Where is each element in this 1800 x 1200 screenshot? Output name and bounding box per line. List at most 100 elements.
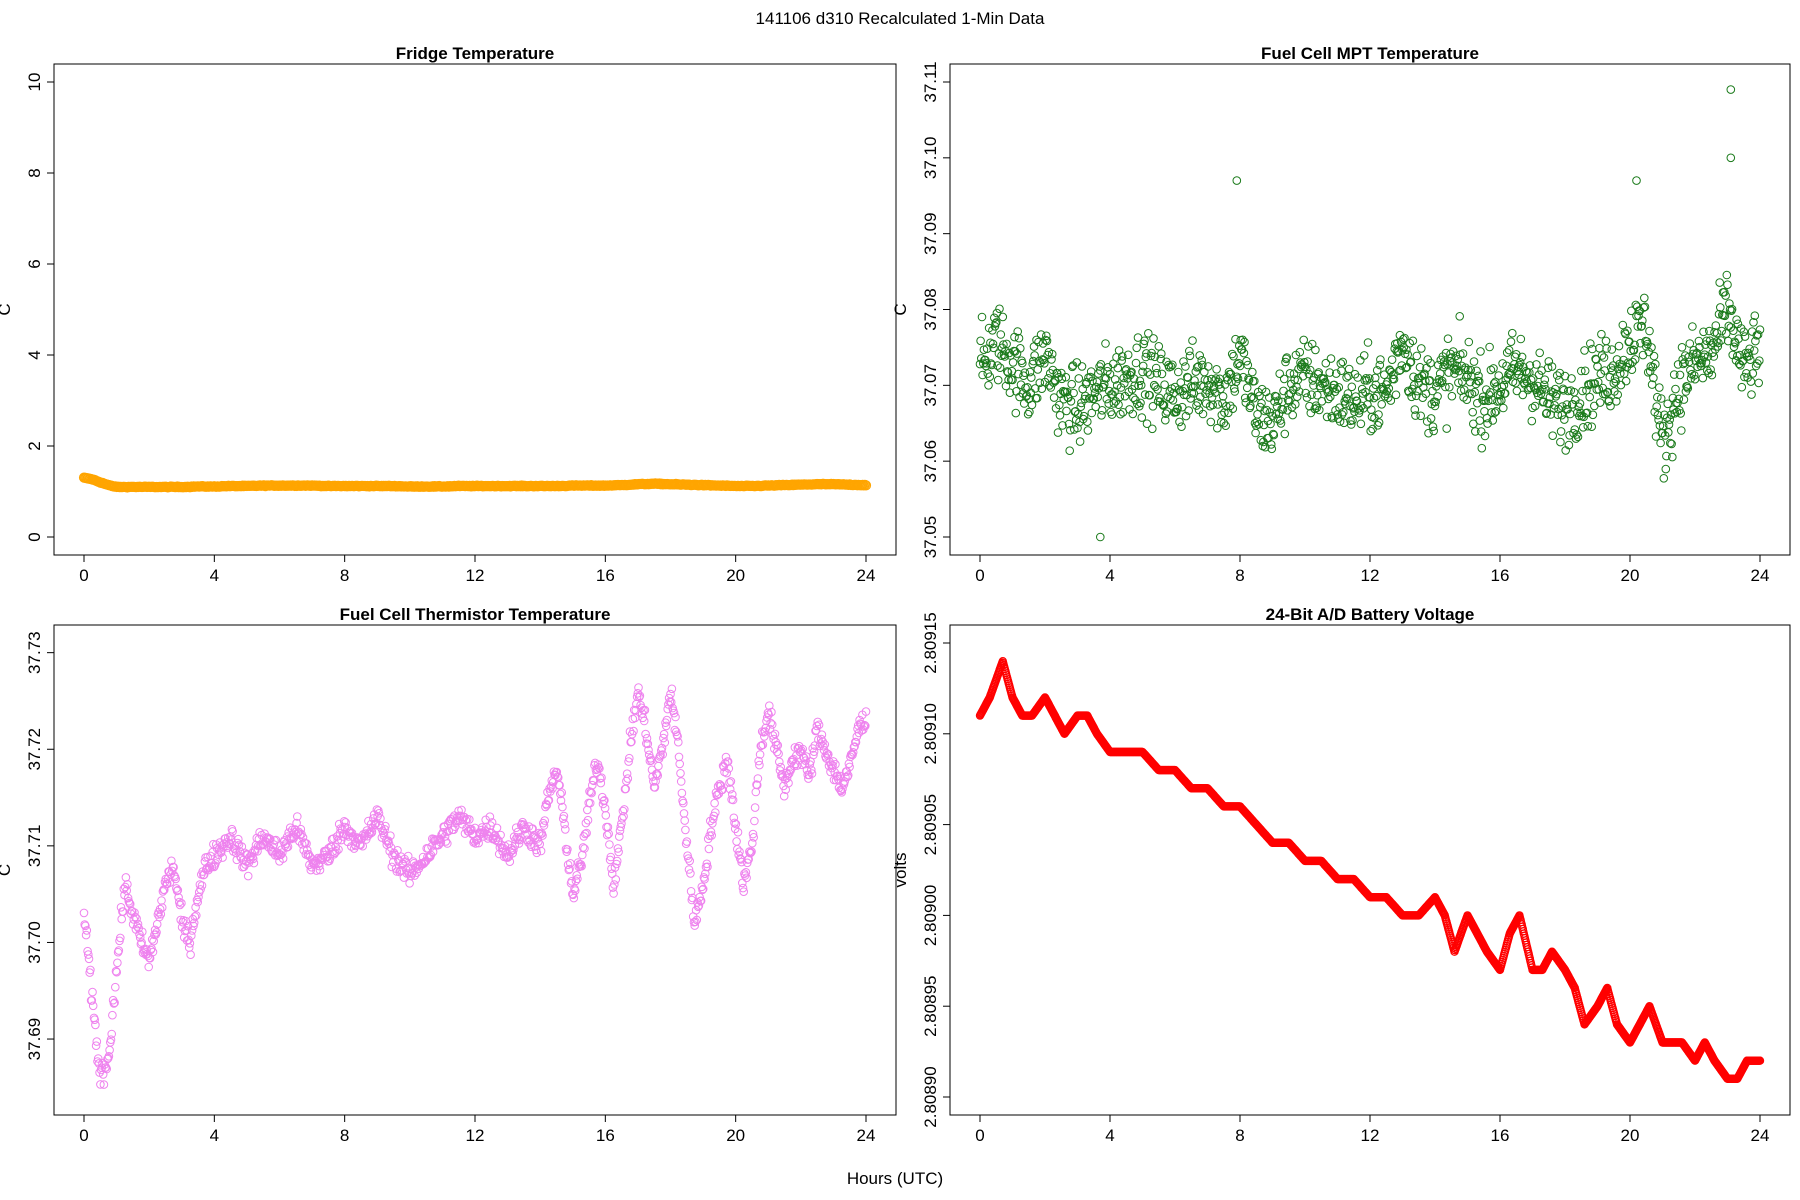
data-point (193, 897, 202, 907)
data-point (1347, 382, 1357, 392)
data-point (366, 819, 376, 829)
data-point (1153, 385, 1162, 394)
data-point (1668, 452, 1677, 462)
data-point (1330, 380, 1339, 390)
x-tick-label: 20 (726, 566, 745, 585)
data-point (128, 907, 137, 916)
data-point (619, 812, 628, 821)
data-point (111, 982, 120, 992)
data-point (1749, 318, 1758, 327)
data-point (1606, 401, 1615, 411)
data-point (996, 330, 1006, 339)
data-point (595, 774, 605, 783)
data-point (1217, 410, 1227, 420)
data-point (748, 838, 757, 848)
data-point (741, 868, 751, 877)
data-point (393, 846, 402, 855)
data-point (684, 865, 694, 874)
data-point (1486, 365, 1496, 375)
y-tick-label: 37.73 (25, 631, 44, 674)
data-point (1583, 421, 1593, 431)
data-point (809, 747, 819, 757)
data-point (235, 847, 244, 856)
data-point (1229, 351, 1238, 361)
data-point (1027, 400, 1037, 410)
data-point (1181, 362, 1190, 371)
data-point (249, 858, 259, 868)
data-point (1141, 352, 1151, 362)
data-point (1047, 349, 1057, 359)
data-point (1477, 443, 1487, 453)
data-point (1426, 358, 1435, 368)
data-point (1200, 367, 1209, 377)
data-point (1064, 419, 1074, 429)
data-point (1151, 363, 1161, 373)
data-point (213, 855, 222, 864)
data-point (1455, 312, 1464, 321)
data-point (1474, 377, 1484, 386)
data-point (812, 721, 822, 731)
data-point (1041, 335, 1050, 345)
data-point (1542, 408, 1552, 418)
data-point (807, 765, 816, 775)
data-point (434, 840, 444, 850)
x-tick-label: 4 (210, 566, 219, 585)
data-point (839, 778, 848, 788)
data-point (580, 844, 589, 853)
data-point (1453, 355, 1463, 364)
x-tick-label: 16 (1491, 566, 1510, 585)
data-point (725, 778, 734, 787)
data-point (1356, 419, 1366, 429)
data-point (1684, 357, 1694, 367)
data-point (1433, 392, 1442, 401)
data-point (706, 827, 716, 837)
data-point (1209, 382, 1219, 392)
data-point (1096, 360, 1106, 369)
data-point (1101, 339, 1110, 348)
data-point (1629, 346, 1639, 355)
data-point (563, 845, 572, 854)
data-point (337, 835, 346, 845)
data-point (1403, 350, 1412, 359)
data-point (1595, 398, 1605, 407)
data-point (509, 845, 518, 855)
data-point (1213, 423, 1222, 433)
data-point (1168, 396, 1178, 405)
data-point (172, 886, 182, 896)
data-point (1230, 387, 1240, 396)
data-point (750, 816, 759, 826)
data-point (107, 1029, 116, 1039)
data-point (496, 830, 505, 840)
data-point (1177, 402, 1187, 412)
data-point (92, 1037, 102, 1046)
data-point (1637, 321, 1646, 331)
data-point (1458, 349, 1468, 358)
data-point (1179, 390, 1189, 400)
data-point (86, 965, 95, 975)
data-point (1003, 367, 1012, 376)
data-point (327, 834, 337, 844)
data-point (1555, 368, 1565, 378)
data-point (186, 950, 195, 960)
data-point (1142, 349, 1151, 358)
data-point (1674, 394, 1684, 404)
data-point (1365, 393, 1375, 402)
data-point (1240, 393, 1250, 403)
data-point (1508, 328, 1517, 338)
data-point (487, 818, 497, 827)
data-point (1443, 359, 1452, 369)
y-axis-label: C (891, 303, 910, 315)
data-point (1482, 413, 1492, 423)
data-point (1149, 334, 1158, 343)
y-tick-label: 37.10 (921, 137, 940, 180)
data-point (196, 885, 205, 894)
data-point (1107, 410, 1117, 419)
data-point (1055, 400, 1064, 410)
x-tick-label: 4 (1105, 1126, 1114, 1145)
data-point (849, 742, 859, 752)
data-point (1664, 420, 1674, 429)
x-tick-label: 12 (1361, 566, 1380, 585)
data-point (1256, 435, 1266, 445)
data-point (1202, 385, 1212, 395)
data-point (1619, 355, 1628, 365)
